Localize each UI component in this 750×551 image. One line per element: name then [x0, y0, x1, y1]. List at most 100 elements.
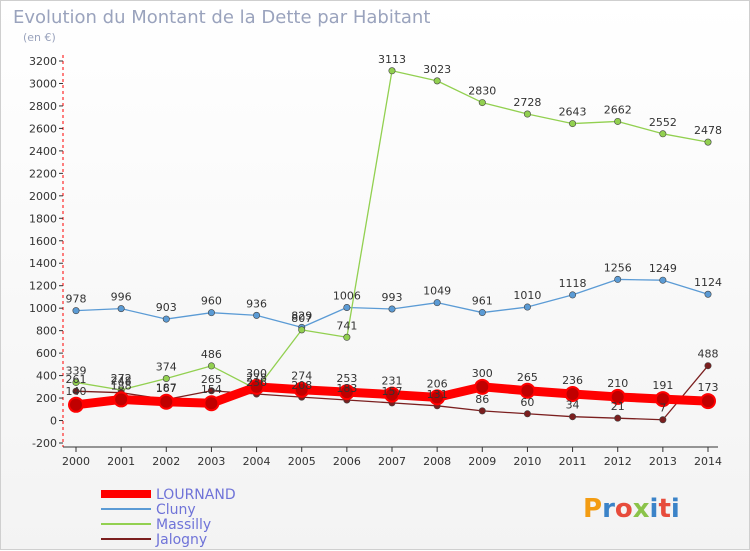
data-label: 140	[66, 385, 87, 398]
legend-label: LOURNAND	[156, 487, 236, 503]
data-point	[609, 388, 626, 405]
data-label: 231	[382, 375, 403, 388]
data-label: 261	[66, 373, 87, 386]
x-tick-label: 2008	[423, 455, 451, 468]
legend-item: Jalogny	[101, 532, 207, 548]
data-point	[614, 275, 622, 283]
data-label: 1010	[513, 289, 541, 302]
data-point	[162, 375, 170, 383]
x-tick-label: 2009	[468, 455, 496, 468]
data-label: 248	[111, 375, 132, 388]
y-tick-label: 2800	[29, 100, 57, 113]
x-tick-label: 2014	[694, 455, 722, 468]
data-point	[564, 386, 581, 403]
data-label: 2552	[649, 116, 677, 129]
data-point	[700, 393, 716, 410]
data-point	[704, 362, 712, 370]
x-tick-label: 2001	[107, 455, 135, 468]
data-label: 21	[611, 400, 625, 413]
data-point	[519, 382, 536, 399]
data-label: 253	[336, 372, 357, 385]
data-point	[654, 391, 671, 408]
y-tick-label: 0	[50, 415, 57, 428]
data-point	[162, 315, 170, 323]
data-point	[113, 391, 130, 408]
data-label: 154	[201, 383, 222, 396]
legend-item: LOURNAND	[101, 487, 236, 503]
x-tick-label: 2000	[62, 455, 90, 468]
brand-letter: r	[602, 494, 615, 524]
data-label: 300	[246, 367, 267, 380]
x-tick-label: 2012	[604, 455, 632, 468]
data-point	[478, 99, 486, 107]
data-label: 187	[156, 382, 177, 395]
legend-label: Jalogny	[155, 532, 207, 548]
data-point	[659, 416, 667, 424]
series-lines	[68, 67, 716, 424]
data-point	[207, 362, 215, 370]
y-tick-label: 1400	[29, 257, 57, 270]
data-label: 2830	[468, 85, 496, 98]
data-label: 1118	[559, 277, 587, 290]
y-tick-label: 200	[36, 392, 57, 405]
y-tick-label: 1000	[29, 302, 57, 315]
data-label: 486	[201, 348, 222, 361]
legend-label: Cluny	[156, 502, 196, 518]
data-point	[478, 309, 486, 317]
data-label: 3023	[423, 63, 451, 76]
axes: -200 0 200 400 600 800 1000 1200 1400 1600 1800 200…	[29, 55, 722, 468]
data-point	[343, 333, 351, 341]
data-label: 265	[517, 371, 538, 384]
data-label: 960	[201, 295, 222, 308]
data-label: 1256	[604, 261, 632, 274]
data-point	[478, 407, 486, 415]
data-point	[72, 378, 80, 386]
data-label: 300	[472, 367, 493, 380]
data-point	[158, 393, 175, 410]
data-point	[614, 414, 622, 422]
data-labels: 978 996 903 960 936 829 1006 993 1049 961 1010 1118…	[66, 53, 723, 415]
data-label: 183	[336, 382, 357, 395]
data-point	[433, 299, 441, 307]
data-label: 157	[382, 385, 403, 398]
data-point	[117, 305, 125, 313]
y-tick-label: 2400	[29, 145, 57, 158]
brand-text: Proxiti	[583, 494, 680, 524]
data-point	[474, 378, 491, 395]
brand-letter: P	[583, 494, 602, 524]
data-label: 936	[246, 297, 267, 310]
y-tick-label: 1800	[29, 212, 57, 225]
brand-letter: t	[658, 494, 670, 524]
data-point	[68, 396, 84, 413]
data-label: 829	[291, 309, 312, 322]
data-label: 996	[111, 291, 132, 304]
x-tick-label: 2005	[288, 455, 316, 468]
x-tick-label: 2006	[333, 455, 361, 468]
data-label: 60	[520, 396, 534, 409]
y-tick-label: 400	[36, 370, 57, 383]
data-label: 86	[475, 393, 489, 406]
legend-item: Cluny	[101, 502, 196, 518]
x-tick-label: 2003	[197, 455, 225, 468]
data-point	[704, 290, 712, 298]
data-point	[298, 326, 306, 334]
data-label: 236	[562, 374, 583, 387]
data-label: 265	[201, 373, 222, 386]
y-tick-label: 600	[36, 347, 57, 360]
data-label: 993	[382, 291, 403, 304]
data-label: 208	[291, 379, 312, 392]
data-label: 2478	[694, 124, 722, 137]
data-label: 1049	[423, 285, 451, 298]
y-tick-label: 3200	[29, 55, 57, 68]
data-label: 374	[156, 361, 177, 374]
x-tick-label: 2010	[513, 455, 541, 468]
data-label: 278	[246, 371, 267, 384]
data-label: 903	[156, 301, 177, 314]
data-label: 167	[156, 382, 177, 395]
data-label: 236	[246, 376, 267, 389]
data-label: 1006	[333, 290, 361, 303]
data-point	[343, 304, 351, 312]
data-point	[523, 303, 531, 311]
data-label: 961	[472, 295, 493, 308]
